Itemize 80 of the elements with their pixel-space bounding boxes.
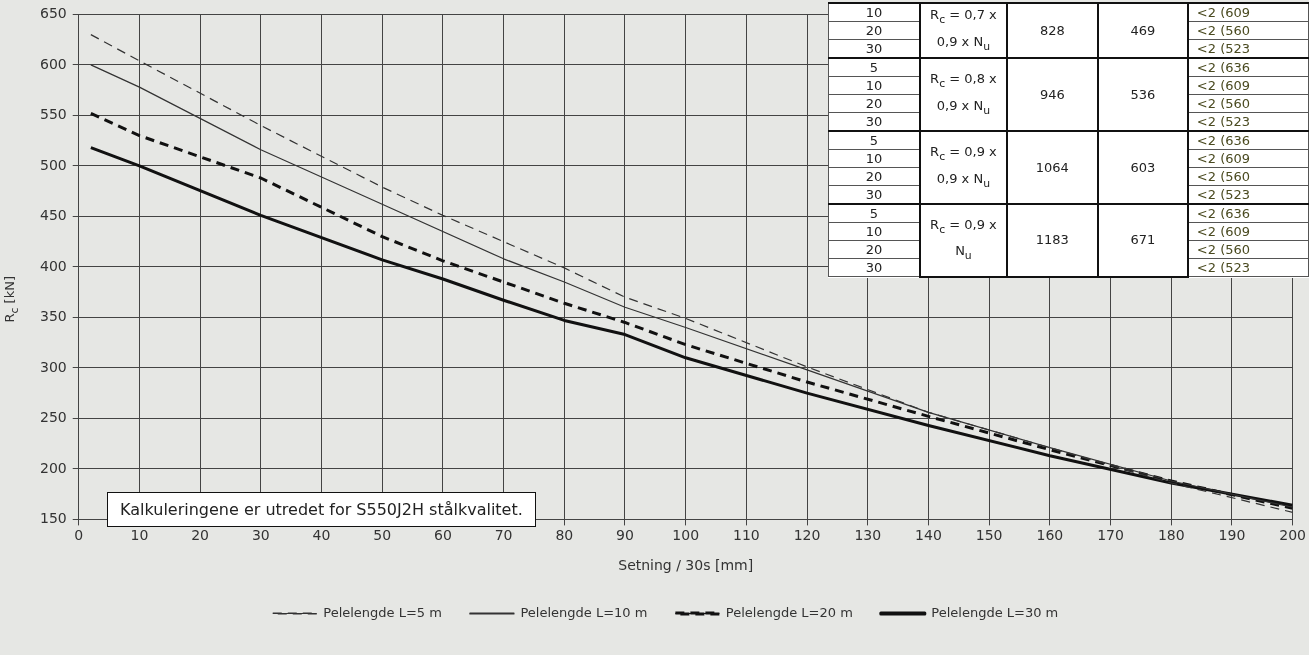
annotation: 671 [1097,204,1188,277]
annotation: <2 (560 [1187,240,1309,259]
x-tick-label: 110 [733,527,760,544]
annotation: 30 [828,185,920,205]
x-tick-label: 30 [251,527,270,544]
annotation: R$_{c}$ = 0,7 x 0,9 x N$_{u}$ [919,3,1007,59]
annotation: R$_{c}$ = 0,8 x 0,9 x N$_{u}$ [919,58,1007,132]
annotation: 828 [1006,3,1098,59]
legend-label: Pelelengde L=20 m [725,604,853,620]
x-tick-label: 90 [616,527,634,544]
annotation: 603 [1097,131,1188,205]
annotation: 20 [828,240,920,259]
x-tick-label: 190 [1218,527,1246,544]
annotation: 30 [828,258,920,277]
annotation: <2 (636 [1187,131,1309,150]
x-tick-label: 10 [130,527,149,544]
annotation: <2 (523 [1187,112,1309,132]
x-tick-label: 160 [1036,527,1064,544]
annotation: <2 (609 [1187,222,1309,241]
legend-label: Pelelengde L=30 m [931,604,1059,620]
x-tick-label: 40 [312,527,331,544]
annotation: Kalkuleringene er utredet for S550J2H stålkvalitet. [107,492,536,527]
x-axis-title: Setning / 30s [mm] [618,557,754,574]
annotation: <2 (609 [1187,3,1309,22]
y-tick-label: 450 [39,207,67,224]
x-tick-label: 130 [854,527,882,544]
x-tick-label: 180 [1157,527,1185,544]
annotation: <2 (523 [1187,258,1309,277]
x-tick-label: 20 [191,527,210,544]
annotation: 10 [828,76,920,95]
y-tick-label: 600 [39,55,67,72]
annotation: 30 [828,112,920,132]
x-tick-label: 170 [1097,527,1124,544]
annotation: <2 (609 [1187,149,1309,168]
annotation: R$_{c}$ = 0,9 x N$_{u}$ [919,204,1007,277]
y-tick-label: 150 [39,510,67,527]
annotation: 5 [828,58,920,77]
annotation: 946 [1006,58,1098,132]
annotation: 536 [1097,58,1188,132]
legend-label: Pelelengde L=10 m [520,604,648,620]
annotation: <2 (636 [1187,58,1309,77]
annotation: <2 (609 [1187,76,1309,95]
x-tick-label: 80 [555,527,574,544]
legend-label: Pelelengde L=5 m [323,604,442,620]
y-tick-label: 350 [39,308,67,325]
x-tick-label: 100 [672,527,700,544]
y-tick-label: 250 [39,409,67,426]
x-tick-label: 50 [373,527,392,544]
annotation: 10 [828,149,920,168]
annotation: R$_{c}$ = 0,9 x 0,9 x N$_{u}$ [919,131,1007,205]
y-tick-label: 200 [39,459,67,476]
x-tick-label: 70 [494,527,513,544]
annotation: 1183 [1006,204,1098,277]
annotation: <2 (636 [1187,204,1309,223]
annotation: 20 [828,167,920,186]
y-tick-label: 300 [39,358,67,375]
annotation: 469 [1097,3,1188,59]
y-tick-label: 500 [39,156,67,173]
annotation: 30 [828,39,920,59]
x-tick-label: 200 [1279,527,1307,544]
x-tick-label: 120 [793,527,821,544]
y-tick-label: 400 [39,257,67,274]
annotation: 10 [828,3,920,22]
annotation: 20 [828,94,920,113]
annotation: <2 (560 [1187,21,1309,40]
x-tick-label: 0 [74,527,84,544]
annotation: 1064 [1006,131,1098,205]
annotation: <2 (523 [1187,185,1309,205]
annotation: 20 [828,21,920,40]
x-tick-label: 140 [915,527,942,544]
x-tick-label: 60 [433,527,452,544]
annotation: 10 [828,222,920,241]
y-tick-label: 550 [39,106,67,123]
annotation: <2 (560 [1187,94,1309,113]
y-tick-label: 650 [39,5,67,22]
annotation: <2 (523 [1187,39,1309,59]
annotation: 5 [828,204,920,223]
x-tick-label: 150 [975,527,1003,544]
annotation: <2 (560 [1187,167,1309,186]
annotation: 5 [828,131,920,150]
